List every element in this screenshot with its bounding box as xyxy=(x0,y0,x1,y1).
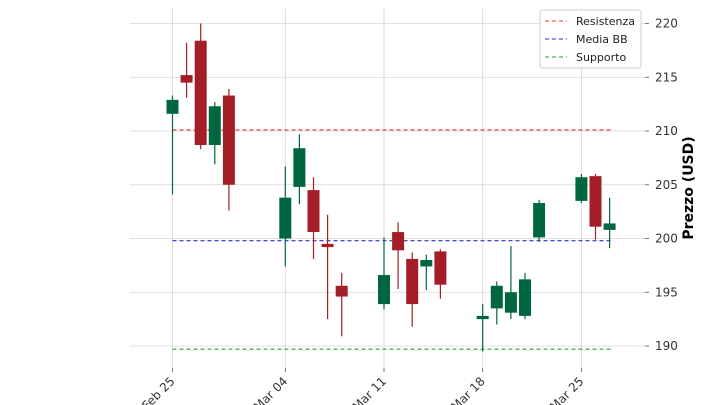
candle-body xyxy=(279,197,292,239)
legend-box xyxy=(539,9,642,69)
legend-label: Supporto xyxy=(576,51,626,64)
candle-body xyxy=(166,99,179,114)
x-tick-label: Mar 18 xyxy=(448,374,487,405)
x-tick-label: Mar 25 xyxy=(547,374,586,405)
candle-body xyxy=(434,251,447,285)
candle-body xyxy=(335,285,348,297)
x-tick-label: Mar 04 xyxy=(251,374,290,405)
candle-body xyxy=(321,243,334,248)
candle-body xyxy=(222,95,235,185)
candle-body xyxy=(208,106,221,145)
candle-body xyxy=(420,260,433,267)
y-tick-label: 210 xyxy=(655,124,678,138)
candle-body xyxy=(533,203,546,238)
y-tick-label: 215 xyxy=(655,70,678,84)
y-tick-label: 190 xyxy=(655,339,678,353)
candle-body xyxy=(293,148,306,187)
candle-body xyxy=(392,232,405,251)
y-axis-label: Prezzo (USD) xyxy=(681,136,697,239)
y-tick-label: 205 xyxy=(655,178,678,192)
candle-body xyxy=(575,177,588,201)
legend: Resistenza Media BB Supporto xyxy=(539,9,642,69)
candles xyxy=(166,23,616,352)
candle-body xyxy=(180,75,193,83)
candle-body xyxy=(476,315,489,320)
candle-body xyxy=(519,279,531,316)
legend-label: Resistenza xyxy=(576,15,635,28)
candle-body xyxy=(589,176,602,227)
y-tick-label: 220 xyxy=(655,17,678,31)
legend-label: Media BB xyxy=(576,33,628,46)
y-tick-label: 195 xyxy=(655,285,678,299)
candle-body xyxy=(603,223,616,230)
candle-body xyxy=(307,190,320,233)
candle-body xyxy=(194,40,207,145)
x-tick-label: Feb 25 xyxy=(139,374,177,405)
x-tick-label: Mar 11 xyxy=(350,374,389,405)
y-tick-label: 200 xyxy=(655,232,678,246)
candle-body xyxy=(504,292,517,313)
candle-body xyxy=(490,285,503,309)
candle-body xyxy=(406,258,419,305)
candle-body xyxy=(378,275,390,305)
